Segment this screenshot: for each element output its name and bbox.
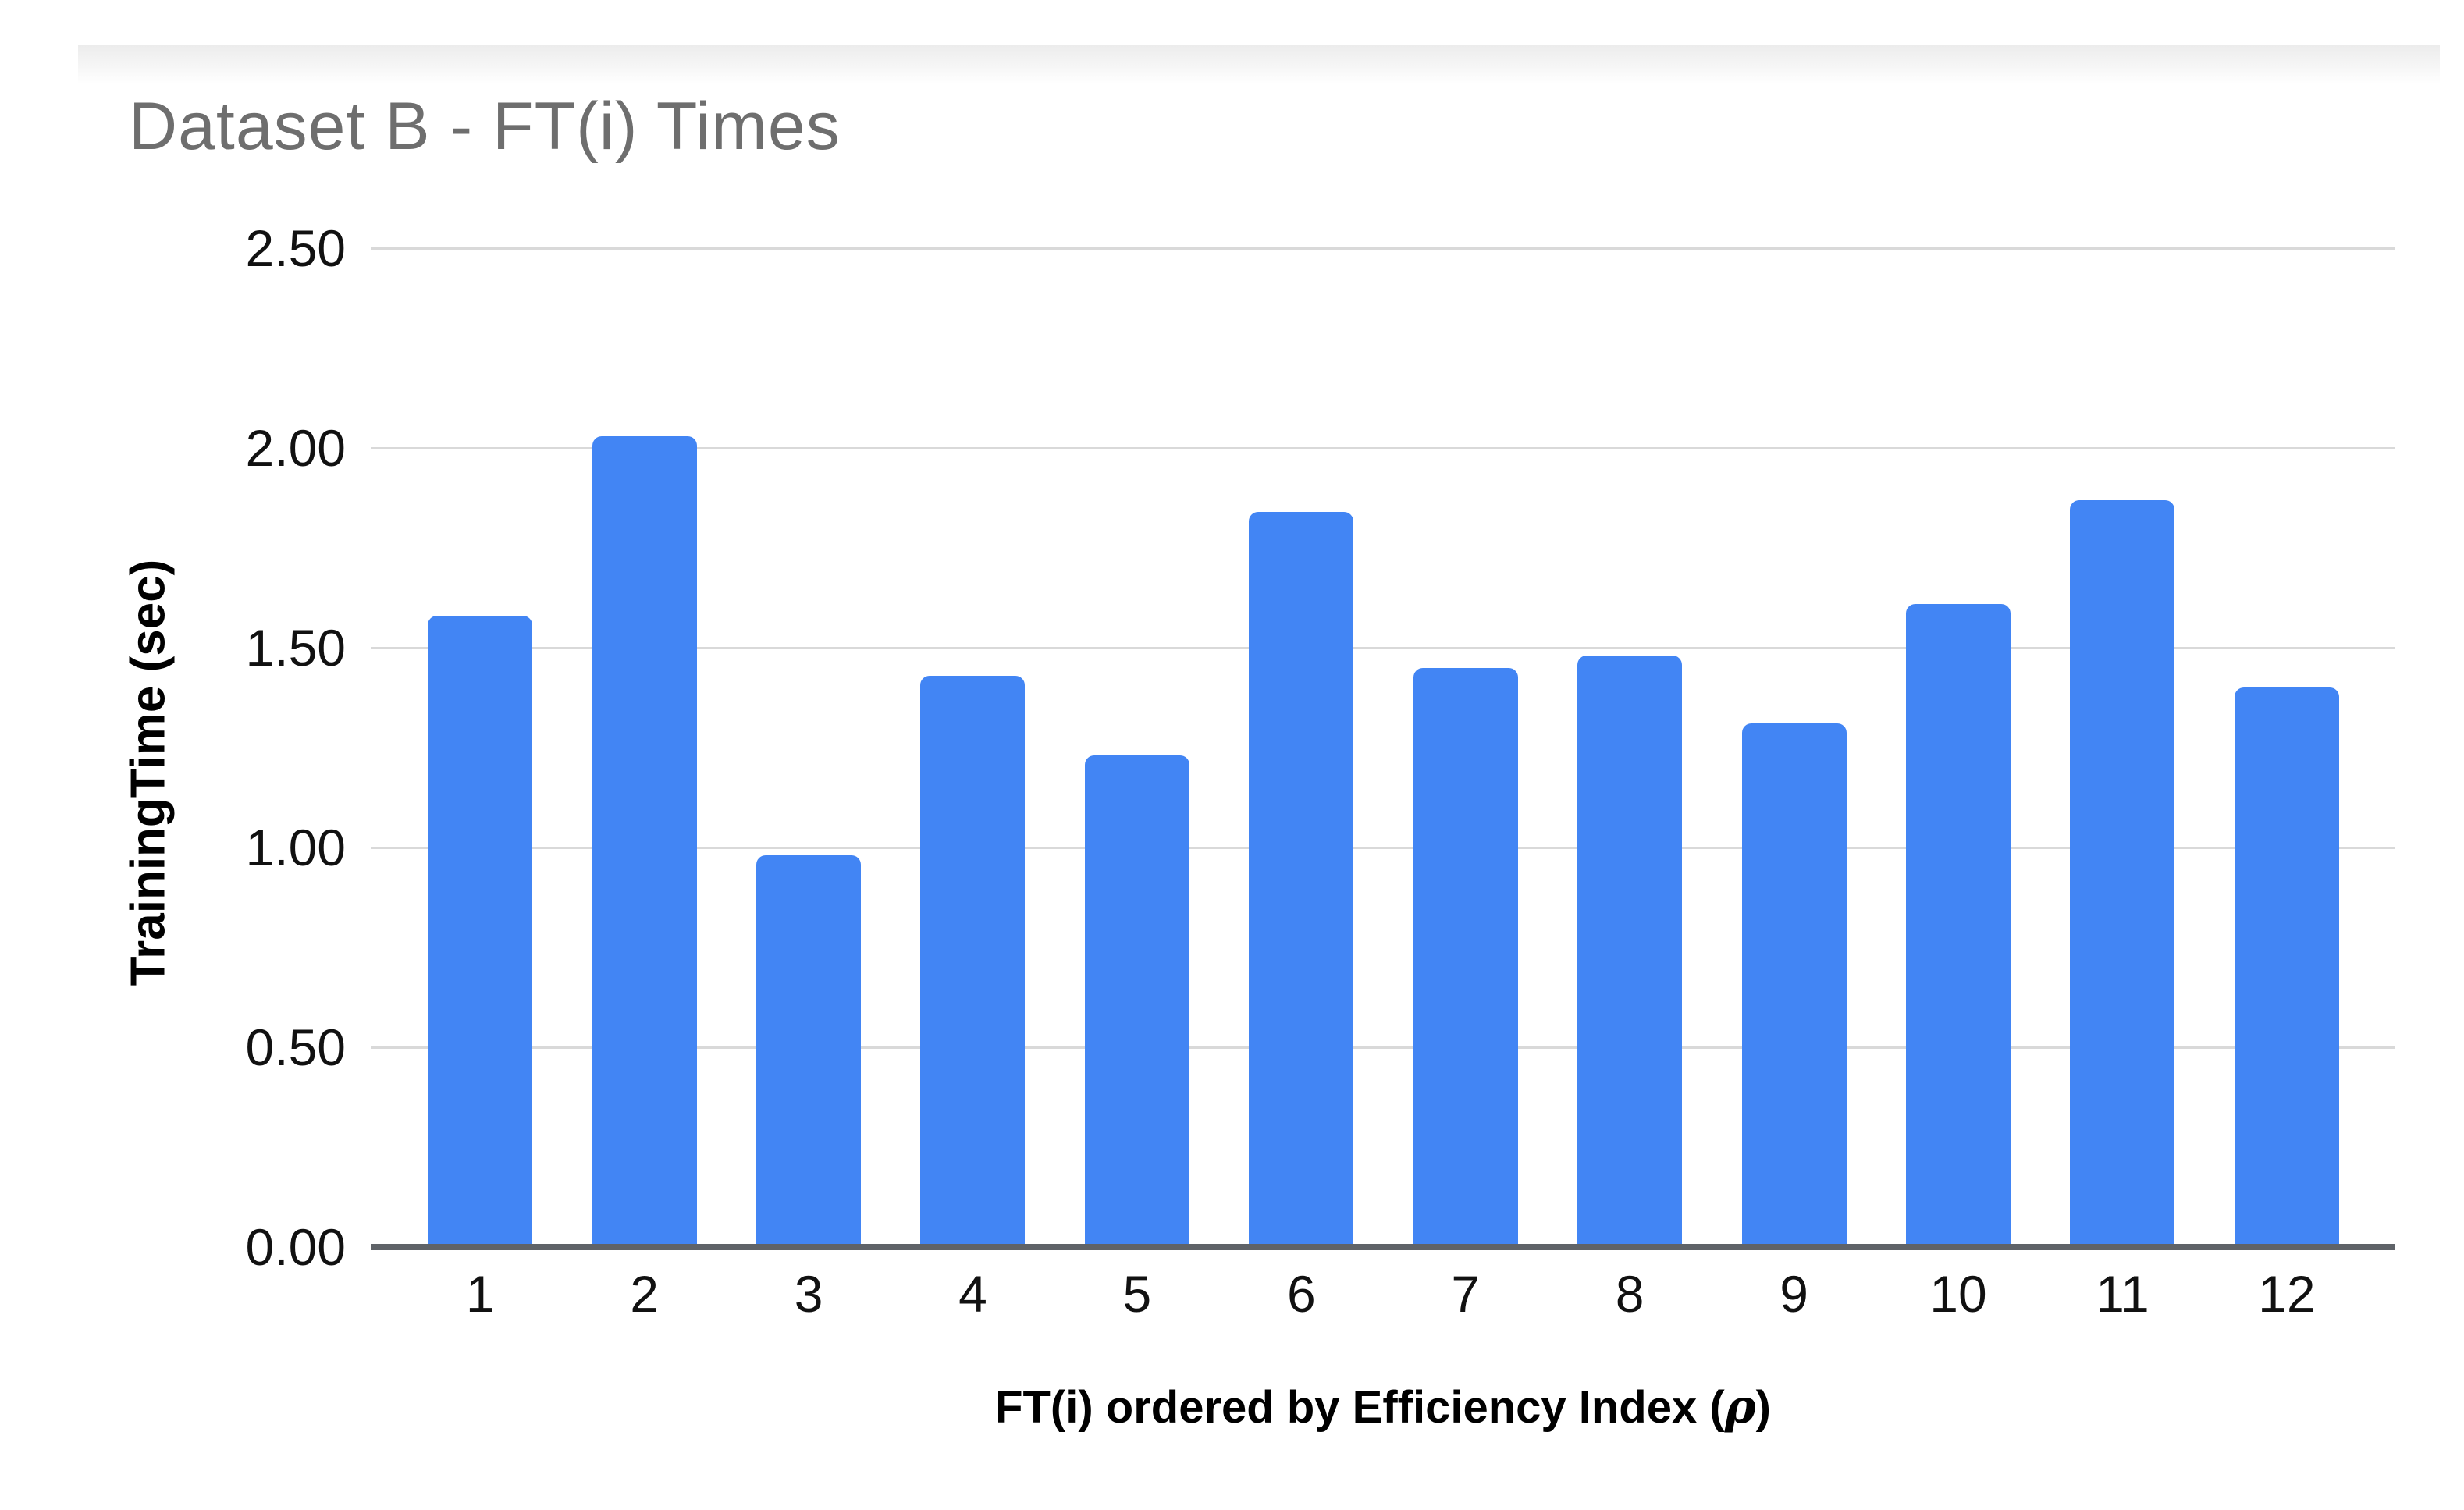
card-top-gradient	[78, 45, 2440, 84]
y-tick-label: 1.50	[245, 619, 346, 677]
x-tick-label: 2	[630, 1265, 659, 1323]
bar-slot	[1876, 248, 2040, 1247]
x-axis-baseline	[371, 1244, 2395, 1250]
x-tick-label: 11	[2096, 1265, 2149, 1323]
x-axis-title-text: FT(i) ordered by Efficiency Index (	[995, 1382, 1725, 1433]
bar-8[interactable]	[1577, 656, 1683, 1247]
bar-slot	[1712, 248, 1876, 1247]
bar-slot	[2040, 248, 2204, 1247]
bar-10[interactable]	[1906, 603, 2011, 1247]
bar-slot	[727, 248, 891, 1247]
bar-slot	[1548, 248, 1712, 1247]
gridline	[371, 446, 2395, 449]
bar-5[interactable]	[1084, 755, 1189, 1247]
y-tick-label: 2.50	[245, 219, 346, 277]
x-tick-label: 7	[1451, 1265, 1481, 1323]
plot-area	[371, 247, 2395, 1250]
bar-9[interactable]	[1741, 723, 1847, 1247]
x-tick-label: 4	[958, 1265, 987, 1323]
x-tick-label: 3	[794, 1265, 823, 1323]
bar-11[interactable]	[2070, 499, 2175, 1247]
bar-1[interactable]	[428, 616, 533, 1247]
y-tick-label: 1.00	[245, 819, 346, 876]
x-tick-label: 10	[1929, 1265, 1987, 1323]
bar-slot	[562, 248, 726, 1247]
gridline	[371, 846, 2395, 849]
x-axis-title-suffix: )	[1755, 1382, 1771, 1433]
y-tick-label: 2.00	[245, 419, 346, 477]
bar-12[interactable]	[2234, 687, 2339, 1247]
gridline	[371, 1046, 2395, 1049]
bar-6[interactable]	[1249, 511, 1354, 1247]
gridline	[371, 646, 2395, 649]
bar-3[interactable]	[756, 855, 862, 1247]
bar-7[interactable]	[1413, 667, 1518, 1247]
bar-slot	[1219, 248, 1383, 1247]
y-tick-label: 0.50	[245, 1018, 346, 1076]
y-axis-tick-labels: 0.00 0.50 1.00 1.50 2.00 2.50	[117, 221, 346, 1274]
bar-slot	[398, 248, 562, 1247]
bars-container	[398, 248, 2369, 1247]
bar-slot	[1055, 248, 1219, 1247]
x-axis-title: FT(i) ordered by Efficiency Index (ρ)	[371, 1380, 2395, 1434]
x-axis-title-rho: ρ	[1724, 1380, 1756, 1434]
x-tick-label: 5	[1122, 1265, 1152, 1323]
bar-slot	[2205, 248, 2369, 1247]
bar-4[interactable]	[920, 675, 1026, 1247]
chart-title: Dataset B - FT(i) Times	[129, 89, 841, 164]
x-tick-label: 1	[465, 1265, 495, 1323]
x-tick-label: 9	[1780, 1265, 1808, 1323]
x-tick-label: 12	[2258, 1265, 2316, 1323]
x-tick-label: 8	[1615, 1265, 1644, 1323]
y-tick-label: 0.00	[245, 1218, 346, 1276]
bar-slot	[891, 248, 1054, 1247]
x-tick-label: 6	[1286, 1265, 1316, 1323]
x-axis-tick-labels: 1 2 3 4 5 6 7 8 9 10 11 12	[398, 1266, 2369, 1322]
bar-2[interactable]	[592, 435, 697, 1247]
gridline	[371, 247, 2395, 250]
bar-slot	[1384, 248, 1548, 1247]
